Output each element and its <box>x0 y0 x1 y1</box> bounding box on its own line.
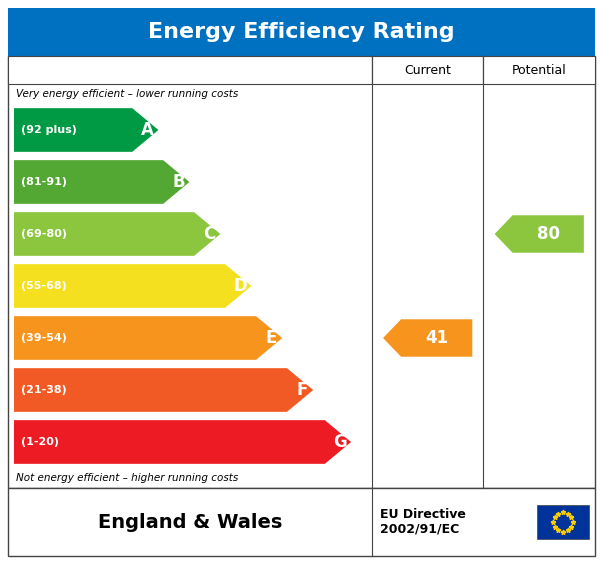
Polygon shape <box>14 368 313 412</box>
Polygon shape <box>14 264 251 308</box>
Bar <box>484 56 595 84</box>
Text: E: E <box>265 329 277 347</box>
Bar <box>8 56 372 84</box>
Text: (92 plus): (92 plus) <box>21 125 77 135</box>
Text: D: D <box>233 277 247 295</box>
Bar <box>372 56 484 84</box>
Text: 80: 80 <box>537 225 560 243</box>
Text: F: F <box>297 381 308 399</box>
Text: B: B <box>172 173 185 191</box>
Polygon shape <box>383 319 472 356</box>
Text: C: C <box>203 225 215 243</box>
Polygon shape <box>14 316 282 360</box>
Bar <box>8 488 595 556</box>
Polygon shape <box>494 215 584 253</box>
Polygon shape <box>14 420 351 464</box>
Text: (55-68): (55-68) <box>21 281 67 291</box>
Text: (81-91): (81-91) <box>21 177 67 187</box>
Text: A: A <box>141 121 154 139</box>
Text: EU Directive
2002/91/EC: EU Directive 2002/91/EC <box>380 508 466 536</box>
Text: 41: 41 <box>425 329 448 347</box>
Polygon shape <box>14 160 189 204</box>
Bar <box>8 56 595 488</box>
Text: (69-80): (69-80) <box>21 229 67 239</box>
Text: (21-38): (21-38) <box>21 385 67 395</box>
Text: Potential: Potential <box>512 64 567 77</box>
Text: (1-20): (1-20) <box>21 437 59 447</box>
Text: (39-54): (39-54) <box>21 333 67 343</box>
Text: Very energy efficient – lower running costs: Very energy efficient – lower running co… <box>16 89 238 99</box>
Polygon shape <box>14 108 159 152</box>
Text: England & Wales: England & Wales <box>98 513 282 531</box>
Polygon shape <box>14 212 220 256</box>
Text: Current: Current <box>404 64 451 77</box>
Text: G: G <box>333 433 347 451</box>
Bar <box>537 505 589 539</box>
Text: Energy Efficiency Rating: Energy Efficiency Rating <box>148 22 455 42</box>
Text: Not energy efficient – higher running costs: Not energy efficient – higher running co… <box>16 473 238 483</box>
Bar <box>8 8 595 56</box>
